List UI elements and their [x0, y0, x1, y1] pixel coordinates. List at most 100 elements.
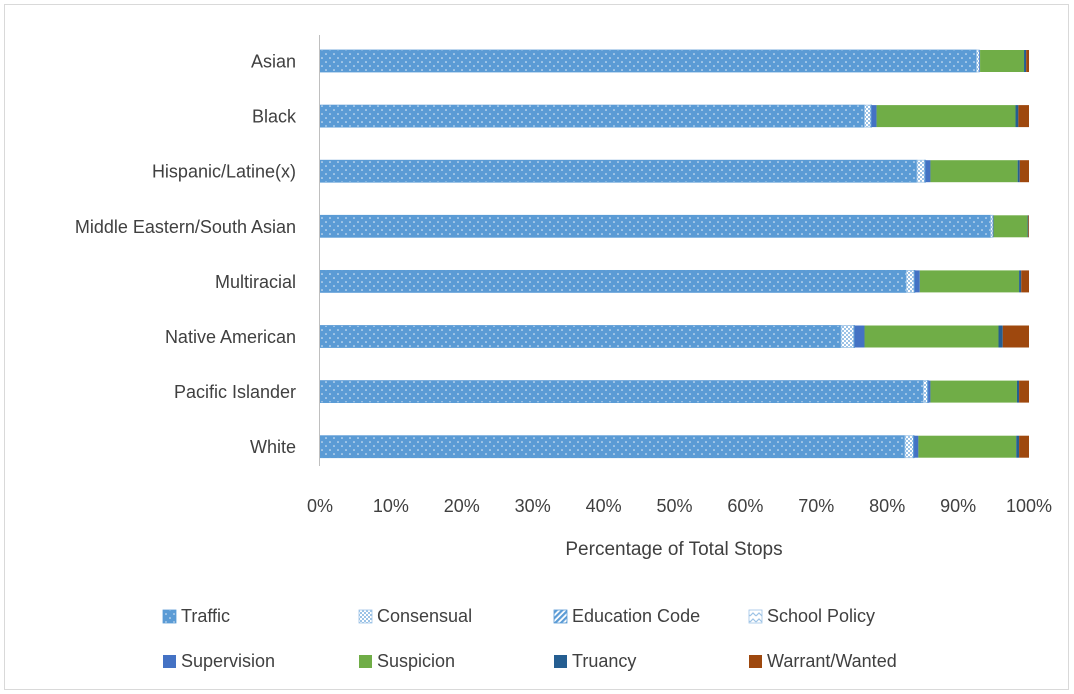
category-label-asian: Asian: [251, 52, 296, 72]
x-tick-label: 30%: [515, 496, 551, 516]
legend: Traffic Consensual Education Code School Po…: [162, 606, 897, 671]
bar-segment-asian-supervision: [979, 50, 981, 72]
bar-segment-native-american-traffic: [319, 325, 842, 348]
bar-segment-asian-consensual: [976, 49, 980, 73]
bar-segment-black-education-code: [870, 104, 873, 128]
x-tick-label: 20%: [444, 496, 480, 516]
bar-segment-pacific-islander-supervision: [928, 380, 931, 403]
bars-layer: [319, 49, 1029, 459]
category-label-native-american: Native American: [165, 327, 296, 347]
x-tick-label: 50%: [656, 496, 692, 516]
bar-segment-white-consensual: [904, 435, 914, 459]
bar-segment-black-truancy: [1015, 105, 1019, 128]
bar-segment-hispanic-latine-x-warrant-wanted: [1019, 160, 1029, 183]
bar-segment-pacific-islander-traffic: [319, 380, 924, 404]
bar-segment-white-supervision: [914, 435, 919, 458]
bar-segment-black-supervision: [871, 105, 877, 128]
legend-swatch-warrant-wanted: [749, 655, 762, 668]
bar-segment-multiracial-warrant-wanted: [1021, 270, 1029, 293]
x-tick-label: 60%: [727, 496, 763, 516]
legend-label-consensual: Consensual: [377, 606, 472, 626]
legend-item-warrant-wanted: Warrant/Wanted: [749, 651, 897, 671]
bar-segment-middle-eastern-south-asian-warrant-wanted: [1028, 215, 1029, 238]
legend-swatch-consensual: [358, 609, 373, 624]
category-label-multiracial: Multiracial: [215, 272, 296, 292]
bar-segment-native-american-consensual: [840, 325, 855, 348]
bar-segment-white-traffic: [319, 435, 906, 459]
bar-segment-middle-eastern-south-asian-consensual: [990, 214, 994, 238]
bar-segment-native-american-suspicion: [864, 325, 999, 348]
legend-item-traffic: Traffic: [162, 606, 230, 626]
category-label-hispanic-latine-x: Hispanic/Latine(x): [152, 162, 296, 182]
legend-label-suspicion: Suspicion: [377, 651, 455, 671]
bar-segment-pacific-islander-suspicion: [930, 380, 1017, 403]
x-tick-label: 0%: [307, 496, 333, 516]
bar-segment-multiracial-truancy: [1019, 270, 1022, 293]
bar-segment-native-american-truancy: [998, 325, 1003, 348]
bar-segment-asian-traffic: [319, 49, 977, 73]
legend-item-consensual: Consensual: [358, 606, 472, 626]
legend-swatch-education-code: [553, 609, 568, 624]
bar-segment-black-warrant-wanted: [1018, 105, 1029, 128]
legend-item-supervision: Supervision: [163, 651, 275, 671]
bar-segment-multiracial-suspicion: [919, 270, 1020, 293]
x-tick-label: 90%: [940, 496, 976, 516]
bar-segment-asian-warrant-wanted: [1026, 50, 1029, 72]
bar-segment-multiracial-supervision: [914, 270, 920, 293]
bar-segment-pacific-islander-truancy: [1016, 380, 1020, 403]
x-axis-title: Percentage of Total Stops: [565, 539, 782, 560]
category-label-pacific-islander: Pacific Islander: [174, 382, 296, 402]
x-tick-label: 10%: [373, 496, 409, 516]
bar-segment-hispanic-latine-x-traffic: [319, 159, 918, 183]
legend-swatch-school-policy: [748, 609, 763, 624]
bar-segment-hispanic-latine-x-truancy: [1017, 160, 1020, 183]
legend-swatch-traffic: [162, 609, 177, 624]
bar-segment-multiracial-traffic: [319, 269, 907, 293]
bar-segment-pacific-islander-consensual: [922, 380, 929, 404]
legend-label-education-code: Education Code: [572, 606, 700, 626]
bar-segment-native-american-supervision: [854, 325, 865, 348]
legend-swatch-truancy: [554, 655, 567, 668]
legend-label-traffic: Traffic: [181, 606, 230, 626]
legend-item-education-code: Education Code: [553, 606, 700, 626]
x-tick-label: 40%: [586, 496, 622, 516]
bar-segment-black-consensual: [864, 104, 872, 128]
bar-segment-native-american-education-code: [853, 325, 855, 348]
bar-segment-middle-eastern-south-asian-suspicion: [993, 215, 1028, 238]
legend-label-school-policy: School Policy: [767, 606, 875, 626]
bar-segment-multiracial-consensual: [905, 269, 915, 293]
bar-segment-white-warrant-wanted: [1019, 435, 1029, 458]
legend-label-supervision: Supervision: [181, 651, 275, 671]
legend-label-truancy: Truancy: [572, 651, 636, 671]
legend-label-warrant-wanted: Warrant/Wanted: [767, 651, 897, 671]
bar-segment-white-education-code: [913, 435, 915, 459]
bar-segment-white-suspicion: [918, 435, 1017, 458]
bar-segment-hispanic-latine-x-consensual: [916, 159, 926, 183]
legend-swatch-suspicion: [359, 655, 372, 668]
bar-segment-multiracial-education-code: [913, 269, 916, 293]
legend-swatch-supervision: [163, 655, 176, 668]
bar-segment-hispanic-latine-x-supervision: [925, 160, 931, 183]
bar-segment-black-suspicion: [876, 105, 1016, 128]
axes-layer: Asian Black Hispanic/Latine(x) Middle Easte…: [75, 35, 1052, 516]
x-tick-label: 100%: [1006, 496, 1052, 516]
bar-segment-white-truancy: [1016, 435, 1020, 458]
bar-segment-asian-suspicion: [980, 50, 1025, 72]
x-tick-label: 70%: [798, 496, 834, 516]
bar-segment-middle-eastern-south-asian-supervision: [992, 215, 994, 238]
bar-segment-middle-eastern-south-asian-truancy: [1027, 215, 1029, 238]
bar-segment-hispanic-latine-x-education-code: [924, 159, 926, 183]
legend-item-school-policy: School Policy: [748, 606, 875, 626]
bar-segment-pacific-islander-education-code: [927, 380, 929, 404]
bar-segment-hispanic-latine-x-suspicion: [930, 160, 1018, 183]
bar-segment-native-american-warrant-wanted: [1002, 325, 1029, 348]
bar-segment-middle-eastern-south-asian-traffic: [319, 214, 992, 238]
legend-item-truancy: Truancy: [554, 651, 636, 671]
category-label-black: Black: [252, 107, 297, 127]
bar-segment-pacific-islander-warrant-wanted: [1019, 380, 1029, 403]
x-tick-label: 80%: [869, 496, 905, 516]
category-label-middle-eastern-south-asian: Middle Eastern/South Asian: [75, 217, 296, 237]
bar-segment-black-traffic: [319, 104, 865, 128]
bar-segment-asian-truancy: [1024, 50, 1027, 72]
